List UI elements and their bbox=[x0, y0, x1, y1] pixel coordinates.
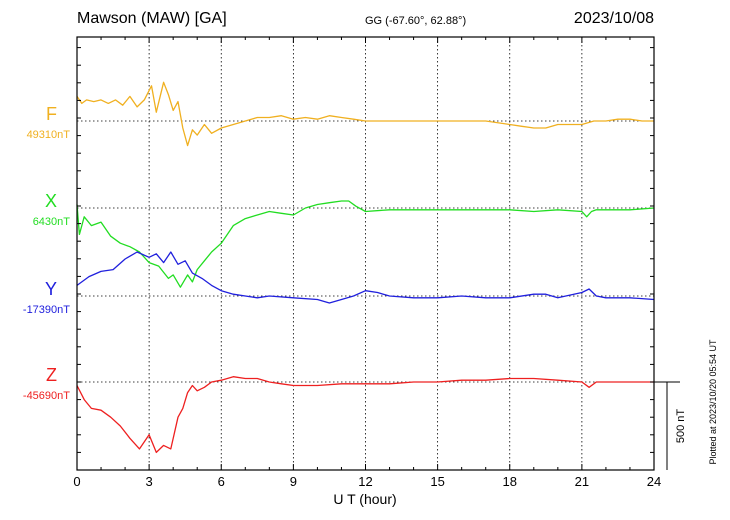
series-f-baseline-value: 49310nT bbox=[27, 129, 71, 141]
x-tick-label: 15 bbox=[430, 474, 444, 489]
series-x-line bbox=[76, 200, 655, 288]
date-label: 2023/10/08 bbox=[574, 10, 654, 27]
station-title: Mawson (MAW) [GA] bbox=[77, 10, 227, 27]
series-z-baseline-value: -45690nT bbox=[23, 390, 70, 402]
x-tick-label: 3 bbox=[146, 474, 153, 489]
grid bbox=[148, 37, 583, 470]
series-f-line bbox=[76, 81, 654, 147]
series-lines bbox=[76, 81, 655, 454]
x-tick-label: 21 bbox=[575, 474, 589, 489]
plotted-at-note: Plotted at 2023/10/20 05:54 UT bbox=[708, 339, 718, 465]
x-tick-label: 6 bbox=[218, 474, 225, 489]
series-x-name: X bbox=[45, 191, 57, 211]
series-z-line bbox=[76, 376, 654, 454]
axis-ticks: 0 3 6 9 12 15 18 21 24 bbox=[73, 37, 661, 489]
x-axis-label: U T (hour) bbox=[333, 491, 396, 507]
series-z-name: Z bbox=[46, 365, 57, 385]
x-tick-label: 24 bbox=[647, 474, 661, 489]
series-x-baseline-value: 6430nT bbox=[33, 216, 71, 228]
series-labels: F 49310nT X 6430nT Y -17390nT Z -45690nT bbox=[23, 104, 70, 402]
baselines bbox=[77, 120, 654, 383]
coordinates-label: GG (-67.60°, 62.88°) bbox=[365, 15, 466, 27]
x-tick-label: 18 bbox=[503, 474, 517, 489]
x-tick-label: 12 bbox=[358, 474, 372, 489]
scale-bar-label: 500 nT bbox=[675, 409, 687, 444]
series-y-name: Y bbox=[45, 279, 57, 299]
series-f-name: F bbox=[46, 104, 57, 124]
x-tick-label: 9 bbox=[290, 474, 297, 489]
x-tick-label: 0 bbox=[73, 474, 80, 489]
scale-bar: 500 nT bbox=[654, 381, 687, 470]
series-y-baseline-value: -17390nT bbox=[23, 304, 70, 316]
series-y-line bbox=[76, 251, 655, 304]
